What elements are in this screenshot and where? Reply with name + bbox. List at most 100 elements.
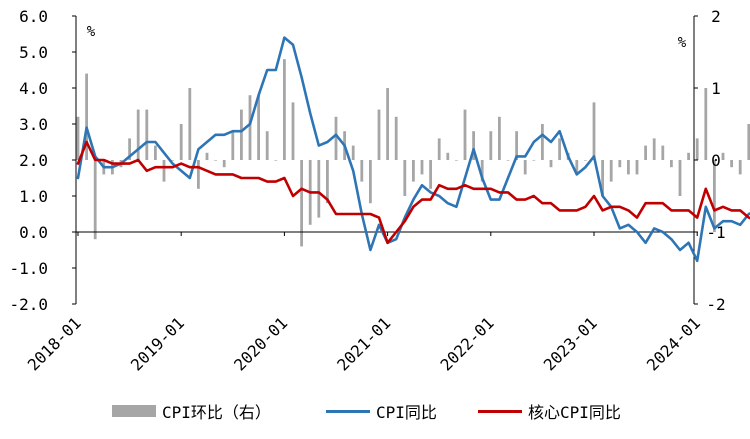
cpi-mom-bar-2019-07 <box>231 131 235 160</box>
left-tick-label: 6.0 <box>19 7 48 26</box>
cpi-mom-bar-2018-09 <box>145 109 149 160</box>
cpi-mom-bar-2022-05 <box>523 160 527 175</box>
x-tick-label: 2020-01 <box>230 313 291 374</box>
cpi-mom-bar-2019-09 <box>248 95 252 160</box>
cpi-mom-bar-2019-04 <box>205 152 209 160</box>
cpi-mom-bar-2021-02 <box>394 116 398 160</box>
cpi-mom-bar-2024-07 <box>747 124 750 160</box>
left-tick-label: 5.0 <box>19 43 48 62</box>
cpi-mom-bar-2021-09 <box>455 160 458 161</box>
cpi-chart: 6.0 5.0 4.0 3.0 2.0 1.0 0.0 -1.0 -2.0 2 1 0 -1 -2%% 20… <box>9 7 750 375</box>
left-tick-label: 4.0 <box>19 79 48 98</box>
cpi-mom-bar-2024-02 <box>704 88 708 160</box>
legend-swatch-core-cpi-yoy <box>478 409 522 413</box>
cpi-mom-bar-2018-07 <box>128 138 131 160</box>
cpi-mom-bar-2022-04 <box>515 131 518 160</box>
cpi-mom-bar-2024-06 <box>738 160 742 175</box>
cpi-mom-bar-2020-12 <box>377 109 381 160</box>
cpi-mom-bar-2021-05 <box>420 160 424 175</box>
legend-label-core-cpi-yoy: 核心CPI同比 <box>528 403 621 422</box>
cpi-mom-bar-2021-12 <box>480 160 484 182</box>
chart-legend: CPI环比（右） CPI同比 核心CPI同比 <box>0 396 750 426</box>
tick-labels: 6.0 5.0 4.0 3.0 2.0 1.0 0.0 -1.0 -2.0 2 1 0 -1 -2%% 20… <box>9 7 725 375</box>
right-tick-label: 0 <box>711 151 721 170</box>
cpi-mom-bar-2023-09 <box>661 145 665 160</box>
legend-item-cpi-mom: CPI环比（右） <box>112 396 271 426</box>
x-tick-label: 2024-01 <box>643 313 704 374</box>
cpi-mom-bar-2021-04 <box>412 160 415 182</box>
left-tick-label: -1.0 <box>9 259 48 278</box>
cpi-mom-bar-2020-10 <box>360 160 364 182</box>
cpi-mom-bar-2019-12 <box>274 160 278 161</box>
cpi-mom-bar-2019-11 <box>265 131 269 160</box>
cpi-mom-bar-2018-03 <box>93 160 97 240</box>
cpi-mom-bar-2023-10 <box>670 160 673 168</box>
left-tick-label: 0.0 <box>19 223 48 242</box>
cpi-mom-bar-2023-06 <box>635 160 639 175</box>
cpi-mom-bar-2020-01 <box>283 59 286 161</box>
cpi-mom-bar-2023-02 <box>601 160 604 196</box>
cpi-mom-bar-2021-01 <box>386 88 389 160</box>
cpi-mom-bar-2021-11 <box>472 131 475 160</box>
x-tick-label: 2018-01 <box>24 313 85 374</box>
right-tick-label: -2 <box>706 295 725 314</box>
cpi-mom-bar-2019-03 <box>197 160 200 189</box>
cpi-mom-bar-2024-01 <box>695 138 699 160</box>
cpi-mom-bar-2022-08 <box>549 160 553 168</box>
cpi-mom-bar-2022-03 <box>506 160 510 161</box>
legend-swatch-cpi-mom <box>112 405 156 417</box>
cpi-mom-bar-2023-08 <box>652 138 656 160</box>
right-axis-unit: % <box>678 35 687 51</box>
left-tick-label: 3.0 <box>19 115 48 134</box>
cpi-mom-bar-2021-10 <box>463 109 467 160</box>
cpi-mom-bar-2019-01 <box>179 124 183 160</box>
legend-item-core-cpi-yoy: 核心CPI同比 <box>478 396 621 426</box>
left-tick-label: -2.0 <box>9 295 48 314</box>
cpi-mom-bar-2020-09 <box>351 145 355 160</box>
legend-label-cpi-mom: CPI环比（右） <box>162 403 271 422</box>
cpi-mom-bar-2020-06 <box>326 160 329 204</box>
right-tick-label: 2 <box>711 7 721 26</box>
cpi-mom-bar-2023-04 <box>618 160 622 168</box>
cpi-mom-bar-2019-08 <box>240 109 243 160</box>
cpi-mom-bar-2022-06 <box>532 160 536 161</box>
x-tick-label: 2021-01 <box>333 313 394 374</box>
cpi-mom-bar-2022-02 <box>498 116 501 160</box>
legend-swatch-cpi-yoy <box>326 409 370 413</box>
cpi-mom-bar-2023-05 <box>627 160 630 175</box>
cpi-mom-bar-2019-06 <box>222 160 226 168</box>
right-tick-label: -1 <box>706 223 725 242</box>
cpi-mom-bar-2018-01 <box>76 116 80 160</box>
cpi-mom-bar-2018-10 <box>154 145 157 160</box>
cpi-mom-bar-2020-07 <box>334 116 338 160</box>
legend-label-cpi-yoy: CPI同比 <box>376 403 437 422</box>
cpi-mom-bar-2024-04 <box>721 152 725 160</box>
cpi-mom-bar-2024-05 <box>730 160 733 168</box>
cpi-mom-bar-2020-02 <box>291 102 295 160</box>
cpi-mom-bar-2020-11 <box>369 160 372 204</box>
chart-axes <box>72 15 698 305</box>
cpi-mom-bar-2023-03 <box>609 160 613 182</box>
cpi-mom-bar-2022-11 <box>575 160 579 175</box>
cpi-mom-bar-2023-12 <box>687 152 690 160</box>
cpi-mom-bar-2020-05 <box>317 160 321 218</box>
core-cpi-yoy-line <box>76 140 750 245</box>
cpi-mom-bar-2020-03 <box>300 160 303 247</box>
right-tick-label: 1 <box>711 79 721 98</box>
cpi-mom-bar-2021-03 <box>403 160 407 196</box>
left-tick-label: 1.0 <box>19 187 48 206</box>
cpi-mom-bar-2023-07 <box>644 145 647 160</box>
cpi-mom-bar-2022-09 <box>558 138 561 160</box>
cpi-mom-bar-2018-11 <box>162 160 166 182</box>
cpi-mom-bar-2021-08 <box>446 152 450 160</box>
cpi-mom-bar-2022-07 <box>541 124 544 160</box>
cpi-mom-bar-2022-12 <box>584 160 587 161</box>
cpi-mom-bar-2021-07 <box>437 138 441 160</box>
cpi-mom-bar-2018-02 <box>85 73 88 160</box>
x-tick-label: 2022-01 <box>437 313 498 374</box>
cpi-mom-bars <box>76 59 750 247</box>
cpi-mom-bar-2023-11 <box>678 160 682 196</box>
cpi-mom-bar-2018-12 <box>171 160 174 161</box>
x-tick-label: 2019-01 <box>127 313 188 374</box>
x-tick-label: 2023-01 <box>540 313 601 374</box>
